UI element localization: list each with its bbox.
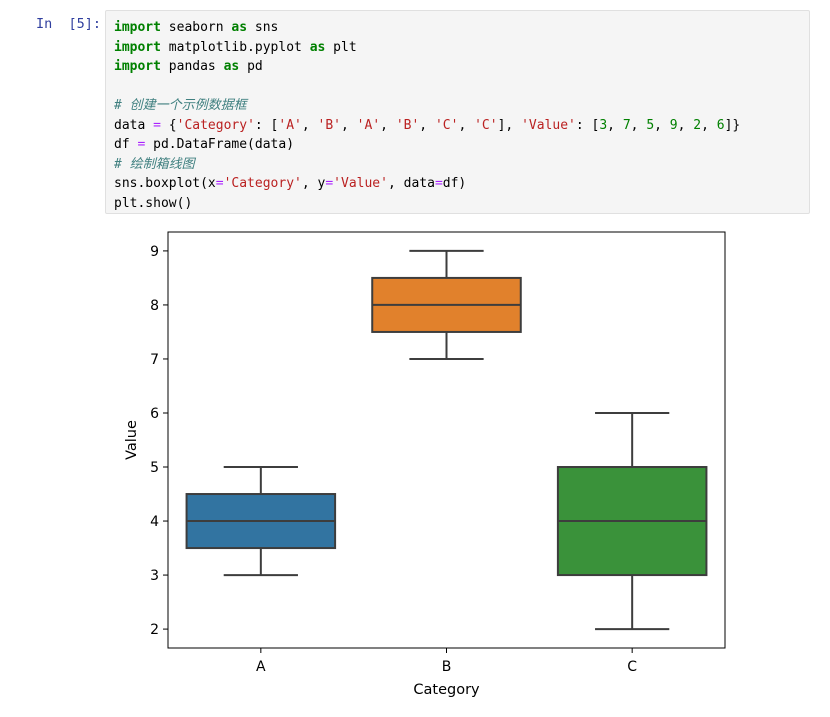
y-axis-label: Value — [124, 420, 140, 460]
code-token: 'A' — [278, 117, 302, 133]
code-token: , — [654, 117, 670, 133]
y-tick-label: 6 — [150, 406, 159, 422]
code-token: plt.show() — [114, 195, 193, 211]
code-token: 5 — [646, 117, 655, 133]
code-token: data — [114, 117, 154, 133]
code-line: # 创建一个示例数据框 — [114, 96, 809, 116]
code-token: = — [325, 176, 334, 191]
code-line: import pandas as pd — [114, 57, 809, 77]
code-token: 2 — [693, 117, 702, 133]
code-token: 'C' — [474, 117, 498, 133]
x-axis-label: Category — [413, 682, 480, 698]
y-tick-label: 8 — [150, 298, 159, 314]
code-token: { — [160, 117, 177, 133]
code-token: seaborn — [160, 20, 232, 35]
y-tick-label: 3 — [150, 568, 159, 584]
code-token: ], — [497, 117, 522, 133]
code-line: data = {'Category': ['A', 'B', 'A', 'B',… — [114, 116, 809, 136]
box-A — [185, 466, 337, 577]
code-token: , — [701, 117, 717, 133]
cell-prompt: In [5]: — [36, 16, 102, 32]
code-line: # 绘制箱线图 — [114, 155, 809, 175]
code-token: import — [114, 20, 161, 35]
code-token: , — [301, 117, 318, 133]
code-token: = — [434, 176, 443, 191]
code-token: , — [341, 117, 357, 133]
code-lines: import seaborn as sns import matplotlib.p… — [114, 18, 809, 213]
code-token: # 绘制箱线图 — [114, 156, 195, 172]
y-tick-label: 5 — [150, 460, 159, 476]
code-token: 'Category' — [223, 176, 302, 191]
code-token: = — [153, 117, 161, 133]
code-token: # 创建一个示例数据框 — [114, 98, 247, 113]
code-token: , — [630, 117, 647, 133]
x-tick-label: A — [256, 659, 266, 675]
code-token: df) — [442, 176, 467, 191]
code-token: 'C' — [434, 117, 459, 133]
box-C — [556, 411, 708, 631]
code-token: 'Value' — [521, 117, 576, 133]
code-line — [114, 77, 809, 97]
code-token: , — [607, 117, 623, 133]
code-line: df = pd.DataFrame(data) — [114, 135, 809, 155]
code-token: , — [419, 117, 435, 133]
code-token: , — [458, 117, 475, 133]
x-tick-label: B — [442, 659, 452, 675]
code-token: ]} — [724, 117, 741, 133]
y-tick-label: 2 — [150, 622, 159, 638]
code-token: = — [137, 137, 146, 152]
code-token: 9 — [669, 117, 678, 133]
y-tick-label: 9 — [150, 244, 159, 260]
code-token: pd — [239, 59, 263, 74]
code-token: 'B' — [317, 117, 342, 133]
code-token: 'B' — [395, 117, 420, 133]
code-token: , — [677, 117, 694, 133]
code-line: import matplotlib.pyplot as plt — [114, 38, 809, 58]
code-token: 7 — [622, 117, 631, 133]
code-token: : [ — [254, 117, 279, 133]
code-token: , — [380, 117, 396, 133]
cell-output: 2 3 4 5 6 7 8 9 A B C Category Value — [112, 222, 752, 710]
code-token: pandas — [160, 59, 224, 74]
x-tick-label: C — [627, 659, 637, 675]
code-token: pd.DataFrame(data) — [145, 137, 295, 152]
code-token: = — [215, 176, 224, 191]
code-token: 'Category' — [176, 117, 255, 133]
box-B — [371, 249, 522, 360]
code-token: 6 — [716, 117, 725, 133]
y-tick-label: 7 — [150, 352, 159, 368]
code-token: as — [309, 39, 326, 55]
code-token: matplotlib.pyplot — [160, 39, 310, 55]
code-token: : [ — [575, 117, 600, 133]
code-token: , data — [387, 176, 435, 191]
code-token: import — [114, 39, 161, 55]
code-token: as — [223, 59, 240, 74]
code-token: as — [231, 20, 248, 35]
code-line: import seaborn as sns — [114, 18, 809, 38]
code-line: sns.boxplot(x='Category', y='Value', dat… — [114, 174, 809, 194]
code-token: sns.boxplot(x — [114, 176, 216, 191]
code-token: import — [114, 59, 161, 74]
code-line: plt.show() — [114, 194, 809, 214]
code-token: 3 — [599, 117, 608, 133]
code-cell[interactable]: import seaborn as sns import matplotlib.p… — [105, 10, 810, 214]
code-token: sns — [247, 20, 279, 35]
code-token: , y — [301, 176, 326, 191]
boxplot-chart: 2 3 4 5 6 7 8 9 A B C Category Value — [124, 231, 726, 698]
code-token: df — [114, 137, 138, 152]
y-tick-label: 4 — [150, 514, 159, 530]
code-token: plt — [325, 39, 357, 55]
code-token: 'Value' — [333, 176, 388, 191]
code-token: 'A' — [356, 117, 381, 133]
